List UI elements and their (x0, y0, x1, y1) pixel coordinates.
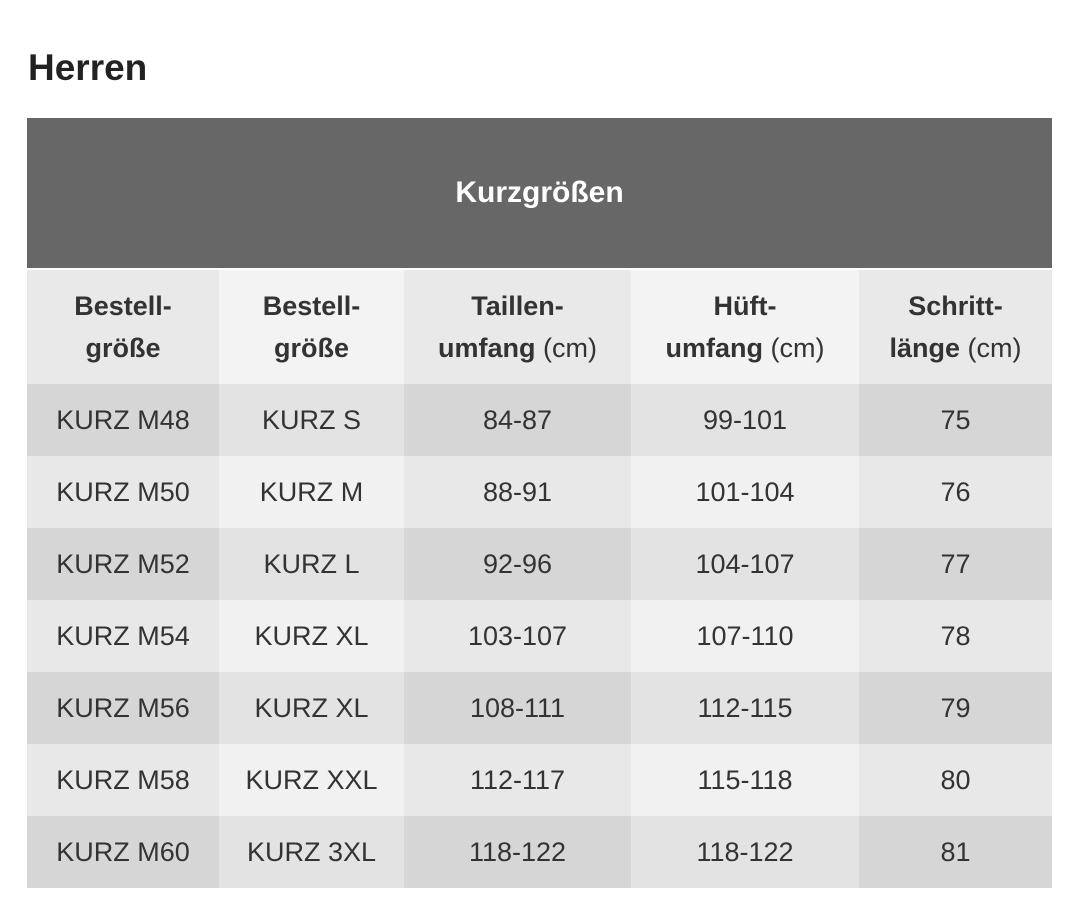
table-cell: 88-91 (404, 456, 631, 528)
header-text: umfang (438, 333, 536, 363)
table-cell: KURZ M60 (27, 816, 219, 888)
header-text: länge (889, 333, 961, 363)
table-title: Kurzgrößen (27, 118, 1052, 268)
header-cell: Taillen-umfang (cm) (404, 270, 631, 384)
table-cell: KURZ 3XL (219, 816, 404, 888)
header-line: Bestell- (263, 285, 361, 327)
header-text: Hüft- (713, 291, 777, 321)
table-cell: KURZ S (219, 384, 404, 456)
table-cell: 78 (859, 600, 1052, 672)
table-cell: 77 (859, 528, 1052, 600)
header-cell: Bestell-größe (27, 270, 219, 384)
table-row: KURZ M60 KURZ 3XL 118-122 118-122 81 (27, 816, 1052, 888)
header-unit: (cm) (543, 333, 597, 363)
table-cell: 115-118 (631, 744, 859, 816)
table-row: KURZ M48 KURZ S 84-87 99-101 75 (27, 384, 1052, 456)
table-cell: KURZ M48 (27, 384, 219, 456)
table-cell: KURZ M54 (27, 600, 219, 672)
table-cell: KURZ M58 (27, 744, 219, 816)
header-line: größe (85, 327, 160, 369)
header-cell: Schritt-länge (cm) (859, 270, 1052, 384)
header-row: Bestell-größe Bestell-größe Taillen-umfang… (27, 270, 1052, 384)
table-cell: 80 (859, 744, 1052, 816)
table-body: KURZ M48 KURZ S 84-87 99-101 75 KURZ M50 KURZ … (27, 384, 1052, 888)
table-cell: 112-115 (631, 672, 859, 744)
table-cell: KURZ M56 (27, 672, 219, 744)
table-cell: 92-96 (404, 528, 631, 600)
table-cell: 81 (859, 816, 1052, 888)
table-cell: 107-110 (631, 600, 859, 672)
table-row: KURZ M54 KURZ XL 103-107 107-110 78 (27, 600, 1052, 672)
table-cell: KURZ L (219, 528, 404, 600)
header-text: umfang (665, 333, 764, 363)
table-cell: KURZ XL (219, 672, 404, 744)
table-row: KURZ M50 KURZ M 88-91 101-104 76 (27, 456, 1052, 528)
table-row: KURZ M52 KURZ L 92-96 104-107 77 (27, 528, 1052, 600)
table-cell: 84-87 (404, 384, 631, 456)
table-cell: 108-111 (404, 672, 631, 744)
header-cell: Bestell-größe (219, 270, 404, 384)
header-line: Schritt- (908, 285, 1003, 327)
header-text: Bestell- (262, 291, 361, 321)
header-text: Bestell- (74, 291, 172, 321)
table-cell: 118-122 (404, 816, 631, 888)
header-line: Taillen- (471, 285, 564, 327)
table-cell: 104-107 (631, 528, 859, 600)
header-line: Bestell- (74, 285, 172, 327)
table-cell: 75 (859, 384, 1052, 456)
table-cell: 99-101 (631, 384, 859, 456)
header-line: umfang (cm) (666, 327, 825, 369)
table-cell: KURZ XL (219, 600, 404, 672)
table-cell: KURZ M52 (27, 528, 219, 600)
header-line: größe (274, 327, 349, 369)
header-line: länge (cm) (889, 327, 1021, 369)
table-row: KURZ M58 KURZ XXL 112-117 115-118 80 (27, 744, 1052, 816)
table-cell: KURZ M50 (27, 456, 219, 528)
table-cell: 118-122 (631, 816, 859, 888)
table-cell: KURZ XXL (219, 744, 404, 816)
header-text: größe (85, 333, 161, 363)
header-unit: (cm) (967, 333, 1022, 363)
header-line: umfang (cm) (438, 327, 597, 369)
header-cell: Hüft-umfang (cm) (631, 270, 859, 384)
page-heading: Herren (28, 47, 148, 88)
header-line: Hüft- (714, 285, 777, 327)
header-text: Schritt- (908, 291, 1003, 321)
table-cell: KURZ M (219, 456, 404, 528)
header-text: größe (273, 333, 349, 363)
table-row: KURZ M56 KURZ XL 108-111 112-115 79 (27, 672, 1052, 744)
size-table: Kurzgrößen Bestell-größe Bestell-größe Tai… (27, 118, 1052, 888)
table-cell: 76 (859, 456, 1052, 528)
table-cell: 101-104 (631, 456, 859, 528)
table-cell: 103-107 (404, 600, 631, 672)
table-cell: 112-117 (404, 744, 631, 816)
header-unit: (cm) (770, 333, 825, 363)
header-text: Taillen- (471, 291, 564, 321)
table-cell: 79 (859, 672, 1052, 744)
